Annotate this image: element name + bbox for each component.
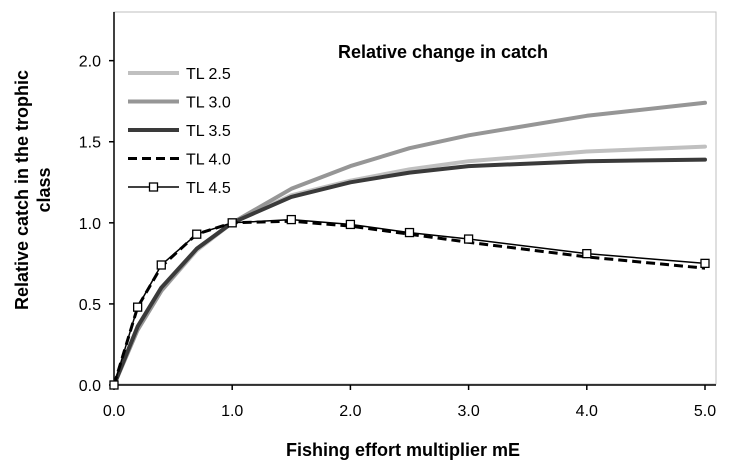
series-layer [109, 100, 710, 390]
y-tick-label: 0.5 [79, 297, 101, 314]
data-point-tl-4-5 [404, 227, 415, 238]
series-line-tl-3-5 [112, 157, 707, 387]
x-tick-label: 4.0 [576, 403, 598, 420]
data-point-tl-4-5 [345, 219, 356, 230]
legend-label-tl-4-0: TL 4.0 [186, 152, 231, 169]
x-tick-label: 1.0 [221, 403, 243, 420]
y-tick-label: 2.0 [79, 54, 101, 71]
y-tick-label: 0.0 [79, 378, 101, 395]
data-point-tl-4-5 [700, 258, 710, 269]
legend-marker-tl-4-5 [148, 182, 159, 192]
legend-label-tl-3-5: TL 3.5 [186, 123, 231, 140]
x-tick-label: 5.0 [694, 403, 716, 420]
y-axis-title-line-2: class [34, 167, 54, 212]
x-axis-title: Fishing effort multiplier mE [286, 440, 520, 460]
legend: TL 2.5 TL 3.0 TL 3.5 TL 4.0 TL 4.5 [128, 66, 231, 197]
legend-label-tl-4-5: TL 4.5 [186, 180, 231, 197]
data-point-tl-4-5 [227, 218, 237, 228]
data-point-tl-4-5 [286, 214, 296, 225]
data-point-tl-4-5 [582, 248, 592, 259]
legend-label-tl-2-5: TL 2.5 [186, 66, 231, 83]
y-axis-title: Relative catch in the trophic class [12, 70, 54, 310]
y-axis-ticks: 0.0 0.5 1.0 1.5 2.0 [79, 54, 114, 395]
x-tick-label: 2.0 [339, 403, 361, 420]
chart-title: Relative change in catch [338, 42, 548, 62]
y-tick-label: 1.5 [79, 135, 101, 152]
data-point-tl-4-5 [192, 229, 202, 239]
data-point-tl-4-5 [132, 302, 143, 312]
y-axis-title-line-1: Relative catch in the trophic [12, 70, 32, 310]
legend-label-tl-3-0: TL 3.0 [186, 95, 231, 112]
x-tick-label: 3.0 [457, 403, 479, 420]
x-tick-label: 0.0 [103, 403, 125, 420]
data-point-tl-4-5 [156, 260, 166, 270]
data-point-tl-4-5 [109, 380, 119, 390]
y-tick-label: 1.0 [79, 216, 101, 233]
data-point-tl-4-5 [463, 234, 474, 244]
x-axis-ticks: 0.0 1.0 2.0 3.0 4.0 5.0 [103, 385, 716, 420]
